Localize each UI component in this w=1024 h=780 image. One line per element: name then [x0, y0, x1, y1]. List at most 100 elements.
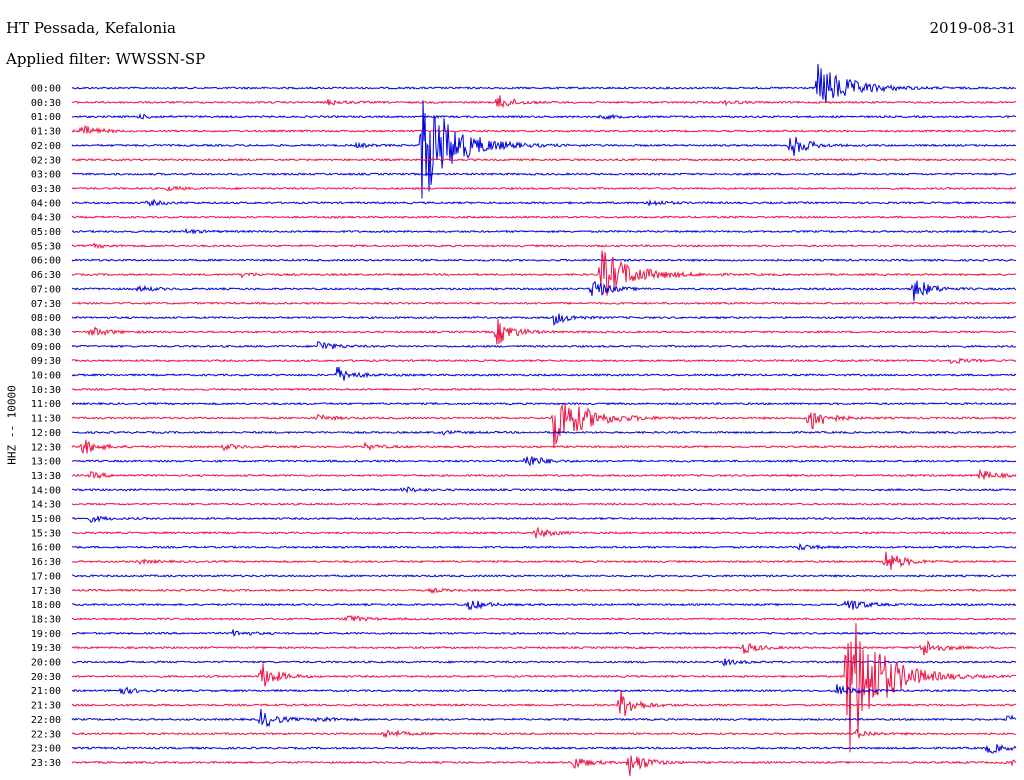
row-time-label: 23:30: [31, 758, 61, 769]
row-time-label: 23:00: [31, 744, 61, 755]
seismic-trace: [71, 242, 1017, 249]
row-time-label: 13:00: [31, 457, 61, 468]
row-time-label: 10:30: [31, 385, 61, 396]
seismic-trace: [71, 402, 1017, 448]
seismic-trace: [71, 744, 1017, 754]
seismic-trace: [71, 340, 1017, 350]
row-time-label: 03:00: [31, 170, 61, 181]
row-time-label: 06:00: [31, 256, 61, 267]
row-time-label: 06:30: [31, 270, 61, 281]
seismic-trace: [71, 198, 1017, 207]
seismic-trace: [71, 366, 1017, 381]
seismic-trace: [71, 280, 1017, 302]
seismic-trace: [71, 526, 1017, 539]
row-time-label: 13:30: [31, 471, 61, 482]
row-time-label: 08:00: [31, 313, 61, 324]
row-time-label: 01:30: [31, 127, 61, 138]
row-time-label: 11:00: [31, 399, 61, 410]
row-time-label: 17:00: [31, 571, 61, 582]
row-time-label: 04:00: [31, 198, 61, 209]
row-time-label: 14:30: [31, 500, 61, 511]
seismic-trace: [71, 301, 1017, 306]
row-time-label: 16:00: [31, 543, 61, 554]
seismic-trace: [71, 185, 1017, 192]
seismic-trace: [71, 125, 1017, 135]
seismic-trace: [71, 439, 1017, 455]
row-time-label: 21:00: [31, 686, 61, 697]
row-time-label: 00:00: [31, 84, 61, 95]
seismic-trace: [71, 658, 1017, 668]
seismic-trace: [71, 468, 1017, 480]
row-time-label: 15:30: [31, 528, 61, 539]
seismic-trace: [71, 387, 1017, 392]
filter-label: Applied filter: WWSSN-SP: [6, 50, 206, 68]
row-time-label: 19:00: [31, 629, 61, 640]
row-time-label: 03:30: [31, 184, 61, 195]
row-time-label: 22:00: [31, 715, 61, 726]
seismic-trace: [71, 623, 1017, 753]
row-time-label: 21:30: [31, 701, 61, 712]
seismic-trace: [72, 542, 1017, 551]
seismic-trace: [71, 401, 1017, 406]
seismic-trace: [71, 600, 1017, 611]
row-time-label: 11:30: [31, 414, 61, 425]
row-time-label: 02:30: [31, 155, 61, 166]
seismic-trace: [71, 573, 1017, 578]
row-time-label: 05:30: [31, 241, 61, 252]
row-time-label: 12:00: [31, 428, 61, 439]
row-time-label: 04:30: [31, 213, 61, 224]
seismic-trace: [71, 227, 1017, 235]
seismic-trace: [71, 313, 1017, 326]
seismic-trace: [71, 455, 1017, 467]
seismic-trace: [71, 486, 1017, 494]
seismic-trace: [71, 357, 1017, 365]
row-time-label: 19:30: [31, 643, 61, 654]
seismic-trace: [72, 429, 1017, 436]
seismic-trace: [71, 587, 1017, 595]
row-time-label: 07:00: [31, 284, 61, 295]
seismic-trace: [71, 215, 1017, 219]
row-time-label: 20:00: [31, 658, 61, 669]
row-time-label: 08:30: [31, 327, 61, 338]
row-time-label: 18:30: [31, 614, 61, 625]
row-time-label: 17:30: [31, 586, 61, 597]
row-time-label: 22:30: [31, 729, 61, 740]
seismic-trace: [71, 515, 1017, 524]
seismic-trace: [71, 728, 1017, 740]
row-time-label: 12:30: [31, 442, 61, 453]
seismic-trace: [71, 640, 1017, 656]
row-time-label: 16:30: [31, 557, 61, 568]
seismic-trace: [71, 689, 1017, 717]
seismic-trace: [71, 755, 1017, 777]
seismic-trace: [71, 100, 1017, 199]
row-time-label: 09:30: [31, 356, 61, 367]
seismic-trace: [71, 258, 1017, 263]
row-time-label: 09:00: [31, 342, 61, 353]
row-time-label: 14:00: [31, 485, 61, 496]
seismic-trace: [71, 629, 1017, 637]
row-time-label: 02:00: [31, 141, 61, 152]
seismic-trace: [71, 63, 1017, 103]
seismic-trace: [71, 112, 1017, 120]
row-time-label: 07:30: [31, 299, 61, 310]
row-time-label: 10:00: [31, 371, 61, 382]
seismic-trace: [71, 708, 1017, 728]
seismic-trace: [71, 502, 1017, 506]
seismic-trace: [71, 172, 1017, 176]
seismic-trace: [71, 551, 1017, 570]
row-time-label: 18:00: [31, 600, 61, 611]
seismic-trace: [71, 157, 1017, 162]
row-time-label: 20:30: [31, 672, 61, 683]
seismic-trace: [71, 684, 1017, 696]
row-time-label: 01:00: [31, 112, 61, 123]
seismic-trace: [71, 95, 1017, 109]
station-title: HT Pessada, Kefalonia: [6, 19, 176, 37]
seismic-trace: [71, 250, 1017, 296]
row-time-label: 15:00: [31, 514, 61, 525]
seismic-trace: [71, 614, 1017, 623]
row-time-label: 00:30: [31, 98, 61, 109]
date-label: 2019-08-31: [929, 19, 1016, 37]
seismic-trace: [72, 319, 1017, 345]
row-time-label: 05:00: [31, 227, 61, 238]
